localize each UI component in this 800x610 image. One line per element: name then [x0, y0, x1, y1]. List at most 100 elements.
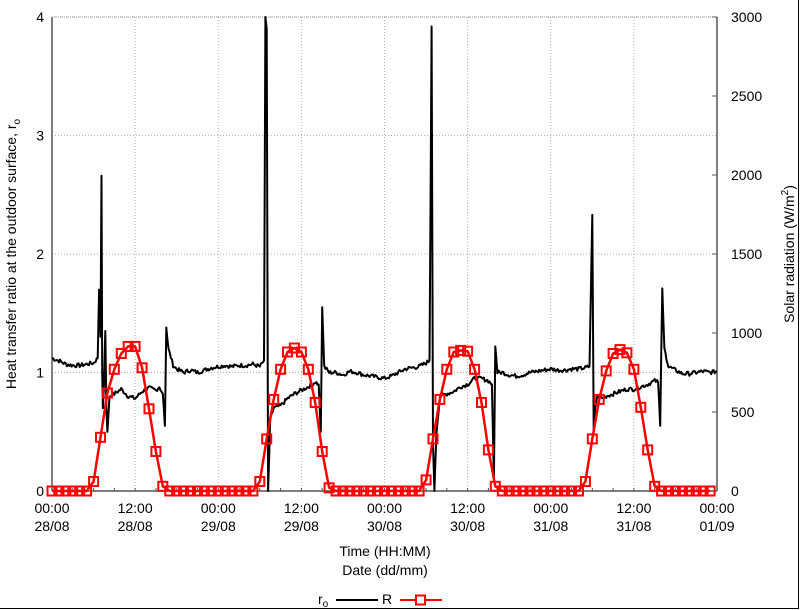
R-marker — [379, 485, 390, 497]
x-tick-date: 31/08 — [616, 518, 651, 534]
R-marker — [330, 485, 342, 497]
R-marker — [164, 485, 176, 497]
x-axis-title-time: Time (HH:MM) — [339, 543, 430, 559]
R-marker — [323, 482, 335, 494]
R-marker — [358, 485, 370, 497]
x-axis-ticks: 00:00 28/08 12:00 28/08 00:00 29/08 12:00 29/08… — [34, 488, 735, 534]
R-marker — [676, 485, 688, 497]
x-tick-date: 28/08 — [118, 518, 153, 534]
R-marker — [482, 444, 494, 456]
R-marker — [455, 344, 467, 356]
R-marker — [365, 485, 377, 497]
right-tick-label: 2500 — [731, 88, 762, 104]
R-marker — [524, 485, 536, 497]
R-marker — [628, 363, 640, 375]
R-marker — [697, 485, 709, 497]
R-marker — [351, 485, 363, 497]
R-marker — [621, 347, 633, 359]
R-marker — [663, 485, 674, 497]
R-marker — [642, 444, 654, 456]
R-marker — [531, 485, 543, 497]
R-marker — [413, 485, 425, 497]
right-tick-label: 3000 — [731, 9, 762, 25]
R-marker — [101, 387, 113, 399]
x-tick-time: 12:00 — [616, 500, 651, 516]
R-marker — [268, 393, 280, 405]
R-marker — [295, 346, 307, 358]
R-marker — [344, 485, 356, 497]
x-tick-time: 00:00 — [367, 500, 402, 516]
x-tick-time: 00:00 — [201, 500, 236, 516]
R-marker — [95, 431, 106, 443]
R-marker — [448, 346, 460, 358]
right-tick-label: 1500 — [731, 246, 762, 262]
R-marker — [586, 433, 598, 445]
R-marker — [226, 485, 238, 497]
R-marker — [552, 485, 564, 497]
R-marker — [385, 485, 397, 497]
R-marker — [192, 485, 203, 497]
x-tick-date: 29/08 — [284, 518, 319, 534]
R-marker — [302, 363, 314, 375]
R-marker — [469, 363, 481, 375]
left-axis-title: Heat transfer ratio at the outdoor surfa… — [3, 118, 23, 389]
x-axis-title-date: Date (dd/mm) — [342, 562, 428, 578]
R-marker — [683, 485, 695, 497]
x-tick-time: 12:00 — [118, 500, 153, 516]
right-tick-label: 2000 — [731, 167, 762, 183]
x-tick-date: 01/09 — [699, 518, 734, 534]
R-marker — [185, 485, 196, 497]
right-tick-label: 500 — [731, 404, 755, 420]
R-marker — [136, 362, 148, 374]
R-marker — [656, 485, 668, 497]
R-marker — [600, 365, 612, 377]
R-marker — [406, 485, 418, 497]
R-marker — [240, 485, 252, 497]
R-marker — [566, 485, 577, 497]
R-marker — [171, 485, 183, 497]
R-marker — [579, 476, 591, 487]
R-marker — [392, 485, 404, 497]
x-tick-date: 28/08 — [34, 518, 69, 534]
ro-line — [51, 16, 718, 492]
R-marker — [690, 485, 702, 497]
R-marker — [372, 485, 384, 497]
x-tick-date: 30/08 — [450, 518, 485, 534]
R-marker — [122, 340, 134, 352]
R-marker — [427, 433, 439, 445]
R-marker — [212, 485, 224, 497]
x-tick-date: 31/08 — [533, 518, 568, 534]
R-marker — [420, 474, 432, 486]
R-marker — [669, 485, 681, 497]
legend: ro R — [318, 591, 442, 610]
R-marker — [510, 485, 522, 497]
R-marker — [150, 446, 162, 457]
R-marker — [233, 485, 245, 497]
R-marker — [545, 485, 557, 497]
left-tick-label: 2 — [36, 246, 44, 262]
right-axis-ticks: 0 500 1000 1500 2000 2500 3000 — [712, 9, 762, 499]
R-marker — [559, 485, 571, 497]
R-marker — [143, 403, 155, 415]
right-tick-label: 0 — [731, 483, 739, 499]
series-R-line — [46, 340, 716, 497]
R-marker — [254, 476, 266, 487]
R-marker — [205, 485, 217, 497]
x-tick-date: 30/08 — [367, 518, 402, 534]
R-marker — [441, 363, 453, 375]
R-marker — [88, 476, 100, 487]
x-tick-time: 00:00 — [533, 500, 568, 516]
right-axis-title: Solar radiation (W/m2) — [780, 185, 797, 323]
x-tick-time: 12:00 — [284, 500, 319, 516]
R-marker — [399, 485, 411, 497]
x-tick-time: 12:00 — [450, 500, 485, 516]
left-tick-label: 0 — [36, 483, 44, 499]
legend-label-ro: ro — [318, 591, 329, 610]
x-tick-date: 29/08 — [201, 518, 236, 534]
R-marker — [53, 485, 65, 497]
left-tick-label: 1 — [36, 365, 44, 381]
R-marker — [496, 485, 508, 497]
R-marker — [219, 485, 231, 497]
